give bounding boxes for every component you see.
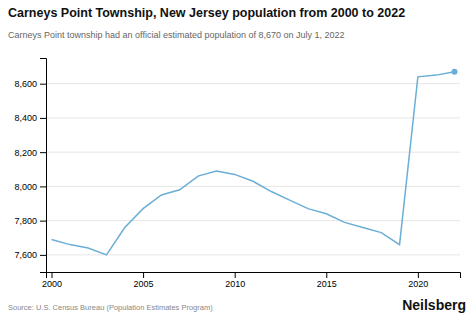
- tick-label: 7,600: [14, 250, 37, 260]
- tick-label: 8,200: [14, 148, 37, 158]
- tick: 8,000: [14, 182, 46, 192]
- tick: 2015: [317, 272, 337, 289]
- title: Carneys Point Township, New Jersey popul…: [8, 6, 405, 20]
- tick-mark: [40, 84, 46, 85]
- tick: 8,200: [14, 148, 46, 158]
- tick-label: 8,000: [14, 182, 37, 192]
- tick-mark: [40, 221, 46, 222]
- tick-label: 8,400: [14, 113, 37, 123]
- tick-label: 2020: [408, 279, 428, 289]
- subtitle: Carneys Point township had an official e…: [8, 30, 345, 40]
- tick: 8,600: [14, 79, 46, 89]
- tick: 2000: [42, 272, 62, 289]
- tick-label: 2015: [317, 279, 337, 289]
- grid-line: [46, 152, 460, 153]
- tick-mark: [51, 272, 52, 278]
- tick-mark: [40, 255, 46, 256]
- grid-line: [46, 117, 460, 118]
- line: [51, 72, 454, 255]
- marks: [51, 69, 457, 255]
- source: Source: U.S. Census Bureau (Population E…: [8, 303, 213, 312]
- tick-label: 8,600: [14, 79, 37, 89]
- tick-mark: [235, 272, 236, 278]
- grid-line: [46, 254, 460, 255]
- grid-line: [46, 83, 460, 84]
- tick-mark: [40, 186, 46, 187]
- tick-mark: [326, 272, 327, 278]
- grid-line: [46, 220, 460, 221]
- grid-line: [46, 186, 460, 187]
- watermark: Neilsberg: [402, 297, 466, 313]
- tick-mark: [418, 272, 419, 278]
- y-axis: 7,600 7,800 8,000 8,200 8,400 8,600: [14, 59, 46, 273]
- axis-line: [47, 273, 461, 279]
- tick: 2010: [225, 272, 245, 289]
- tick: 7,800: [14, 216, 46, 226]
- chart: Carneys Point Township, New Jersey popul…: [0, 0, 474, 316]
- tick: 7,600: [14, 250, 46, 260]
- tick: 8,400: [14, 113, 46, 123]
- end-point: [452, 69, 458, 75]
- tick-mark: [40, 152, 46, 153]
- tick-mark: [40, 118, 46, 119]
- tick-label: 7,800: [14, 216, 37, 226]
- tick-label: 2005: [134, 279, 154, 289]
- axis-line: [40, 59, 47, 273]
- plot-area: 7,6007,8008,0008,2008,4008,6002000200520…: [14, 59, 460, 290]
- tick-label: 2000: [42, 279, 62, 289]
- tick-mark: [143, 272, 144, 278]
- x-axis: 2000 2005 2010 2015 2020: [42, 272, 461, 289]
- tick: 2005: [134, 272, 154, 289]
- tick-label: 2010: [225, 279, 245, 289]
- grid: [46, 84, 460, 255]
- tick: 2020: [408, 272, 428, 289]
